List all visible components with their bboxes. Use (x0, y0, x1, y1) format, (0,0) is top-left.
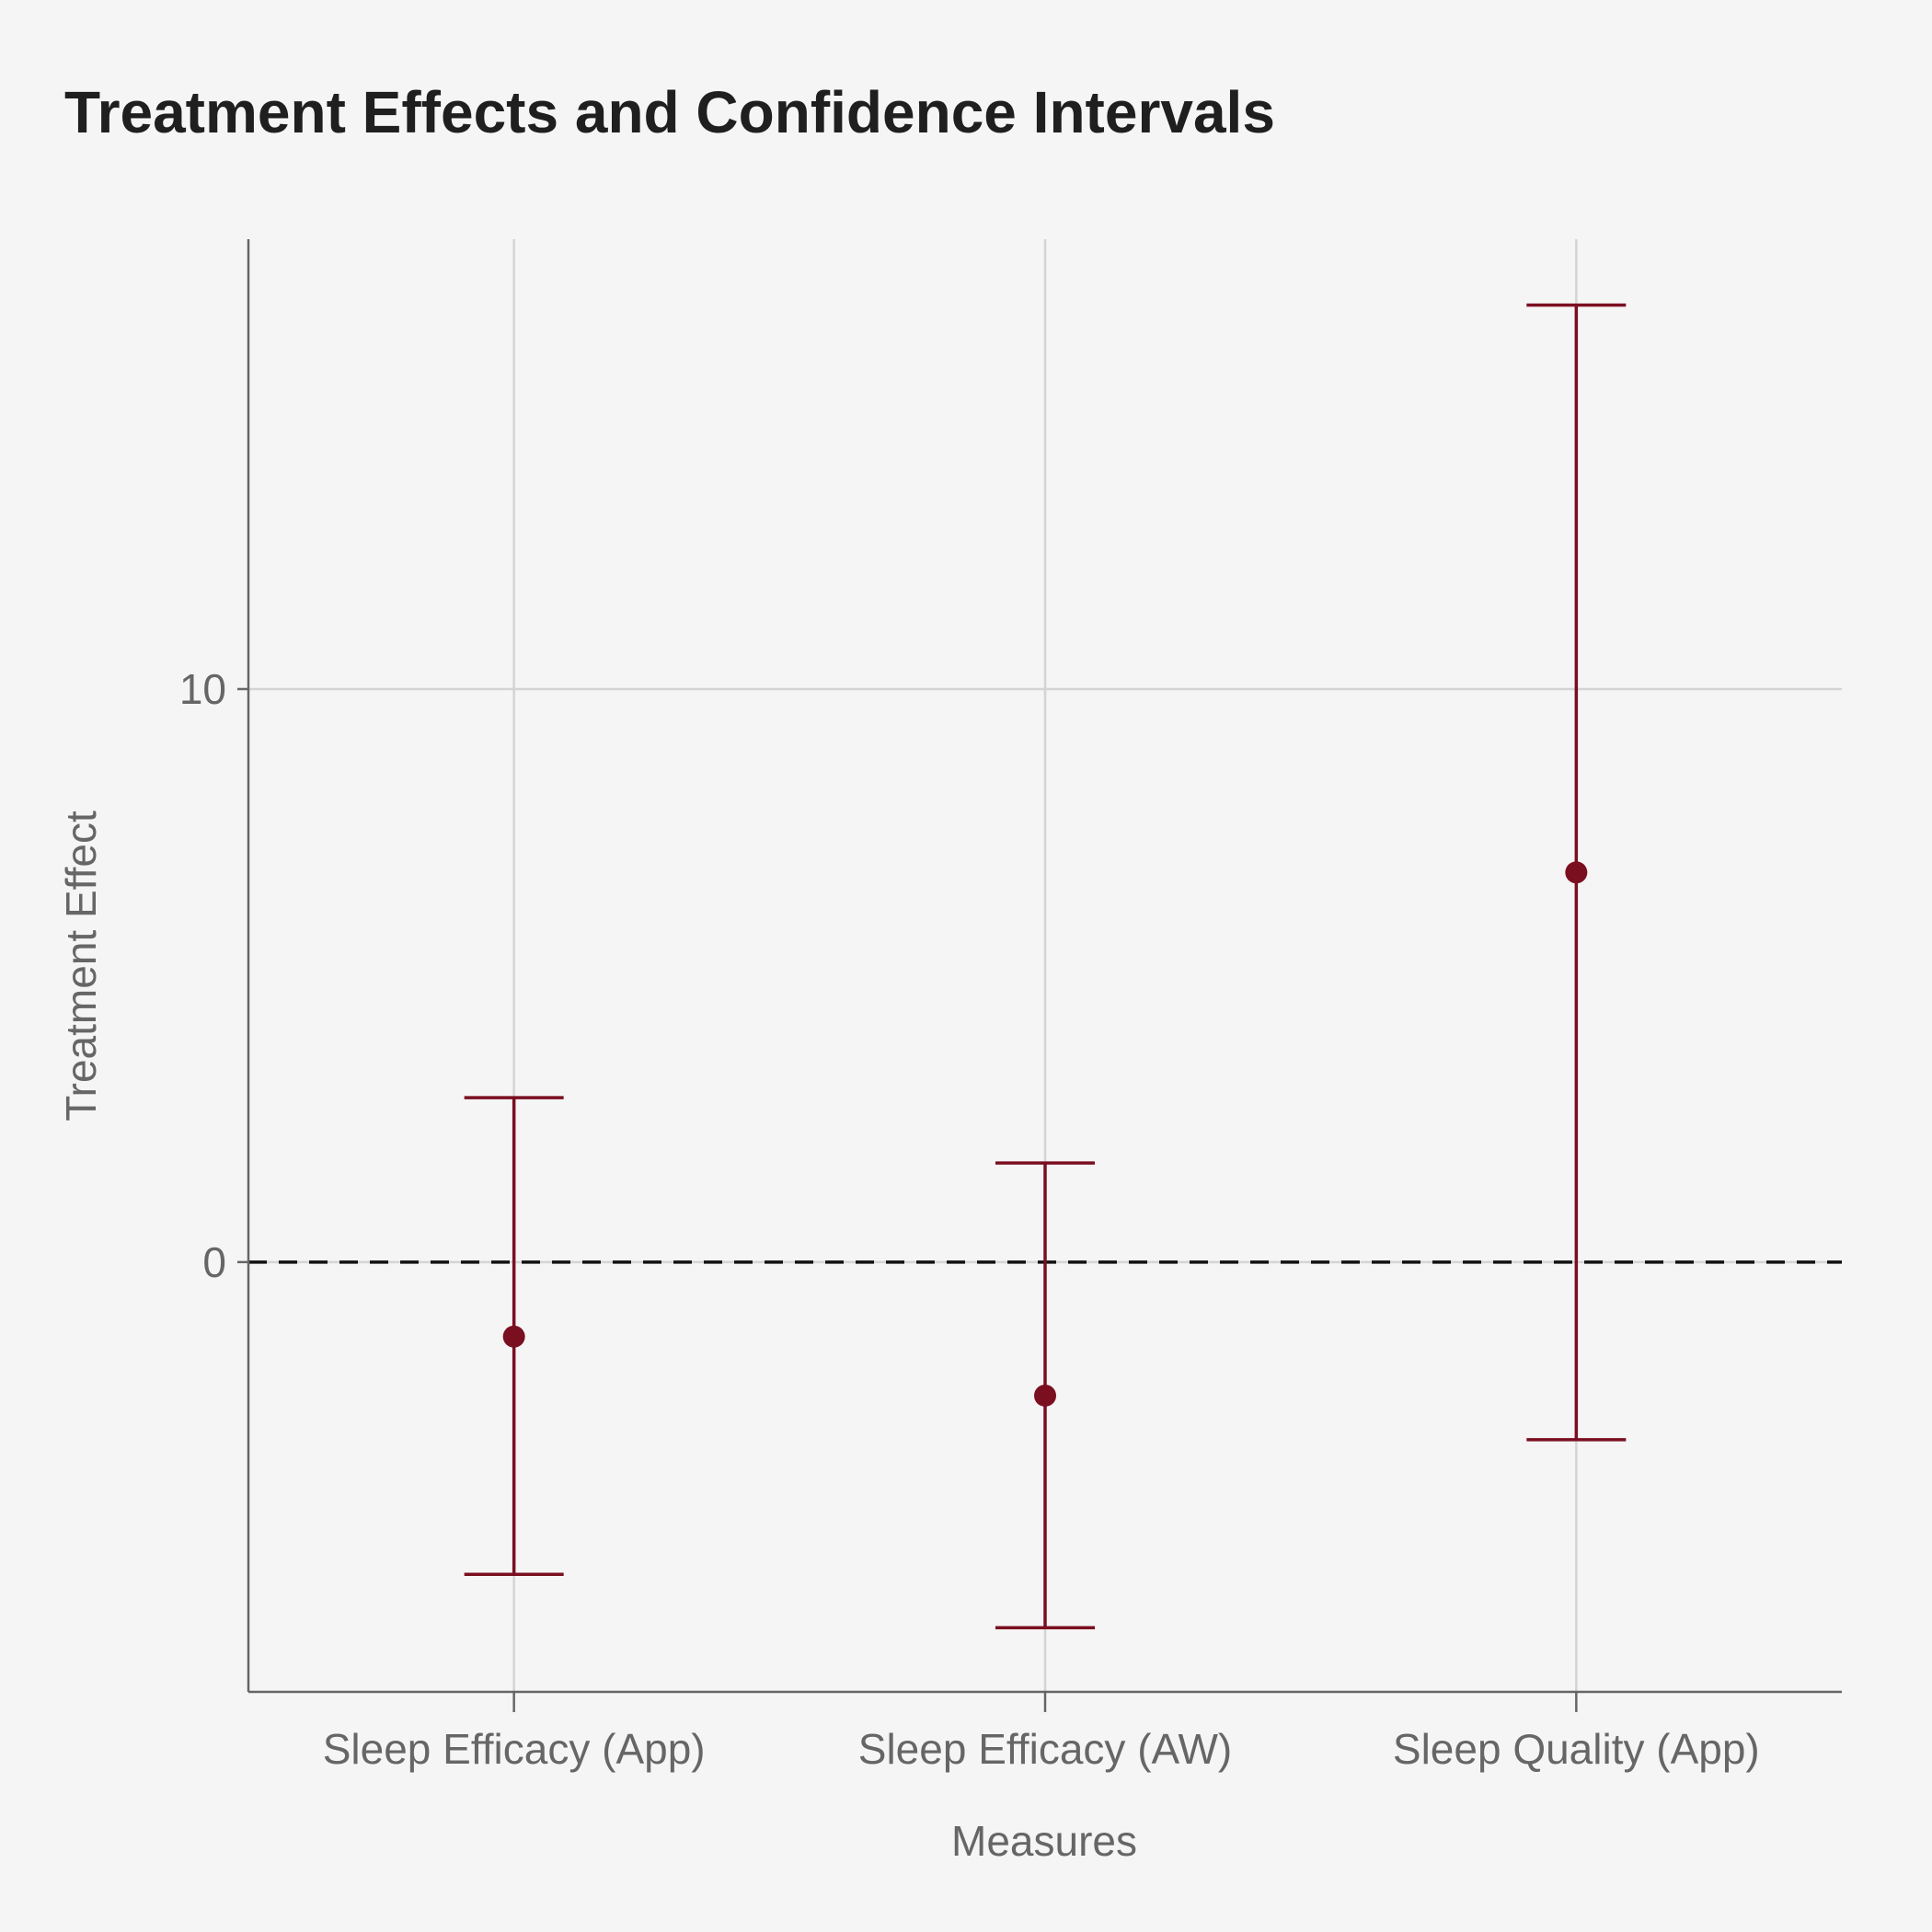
y-axis-title: Treatment Effect (57, 811, 105, 1121)
x-tick-label: Sleep Efficacy (App) (323, 1725, 706, 1773)
y-tick-label: 0 (202, 1238, 226, 1286)
y-tick-label: 10 (179, 665, 226, 713)
x-tick-label: Sleep Efficacy (AW) (858, 1725, 1232, 1773)
errorbar-group (464, 1096, 564, 1577)
axes (237, 239, 1842, 1712)
x-axis-title: Measures (951, 1817, 1137, 1865)
estimate-point (502, 1325, 525, 1348)
estimate-point (1565, 861, 1588, 884)
chart-marks (464, 303, 1627, 1629)
chart-title: Treatment Effects and Confidence Interva… (64, 79, 1275, 145)
estimate-point (1034, 1384, 1056, 1407)
errorbar-group (995, 1161, 1095, 1629)
tick-labels: 0 10 Sleep Efficacy (App) Sleep Efficacy (A… (179, 665, 1760, 1773)
x-tick-label: Sleep Quality (App) (1393, 1725, 1760, 1773)
errorbar-group (1526, 303, 1627, 1442)
